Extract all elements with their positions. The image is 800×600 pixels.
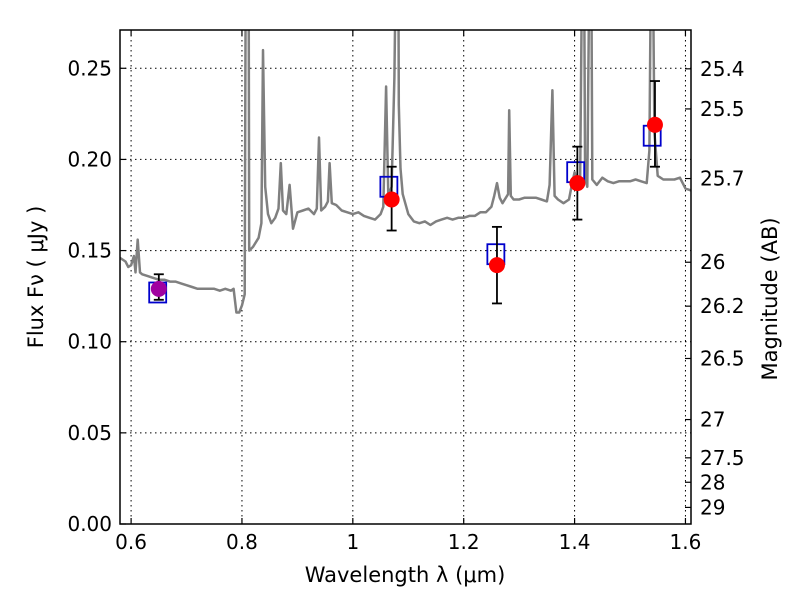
x-tick-label: 1 bbox=[346, 530, 359, 554]
x-tick-label: 1.6 bbox=[670, 530, 702, 554]
y-tick-label: 0.20 bbox=[67, 147, 112, 171]
y-tick-label: 0.10 bbox=[67, 330, 112, 354]
x-tick-label: 0.6 bbox=[115, 530, 147, 554]
observed-point bbox=[150, 280, 167, 297]
model-spectrum-line bbox=[120, 30, 691, 314]
y-axis-label: Flux Fν ( μJy ) bbox=[24, 206, 48, 349]
x-tick-label: 0.8 bbox=[226, 530, 258, 554]
mag-tick-label: 25.5 bbox=[700, 97, 745, 121]
mag-tick-label: 26 bbox=[700, 250, 725, 274]
observed-point bbox=[646, 116, 663, 133]
y-tick-label: 0.00 bbox=[67, 512, 112, 536]
y2-axis-label: Magnitude (AB) bbox=[758, 217, 782, 380]
mag-tick-label: 28 bbox=[700, 470, 725, 494]
observed-point bbox=[569, 175, 586, 192]
y-tick-label: 0.05 bbox=[67, 421, 112, 445]
mag-tick-label: 25.7 bbox=[700, 167, 745, 191]
x-axis-label: Wavelength λ (μm) bbox=[305, 563, 506, 587]
observed-point bbox=[488, 257, 505, 274]
plot-area bbox=[120, 30, 691, 314]
y-tick-label: 0.15 bbox=[67, 239, 112, 263]
axes: 0.6 0.8 1 1.2 1.4 1.6 0.00 0.05 0.10 0.15 0.20 0.25… bbox=[67, 30, 745, 554]
x-tick-label: 1.2 bbox=[448, 530, 480, 554]
mag-tick-label: 29 bbox=[700, 495, 725, 519]
mag-tick-label: 26.5 bbox=[700, 346, 745, 370]
axes-frame bbox=[119, 29, 692, 525]
mag-tick-label: 27.5 bbox=[700, 446, 745, 470]
mag-tick-label: 25.4 bbox=[700, 57, 745, 81]
mag-tick-label: 26.2 bbox=[700, 294, 745, 318]
mag-tick-label: 27 bbox=[700, 408, 725, 432]
x-tick-label: 1.4 bbox=[559, 530, 591, 554]
y-tick-label: 0.25 bbox=[67, 56, 112, 80]
observed-point bbox=[383, 191, 400, 208]
